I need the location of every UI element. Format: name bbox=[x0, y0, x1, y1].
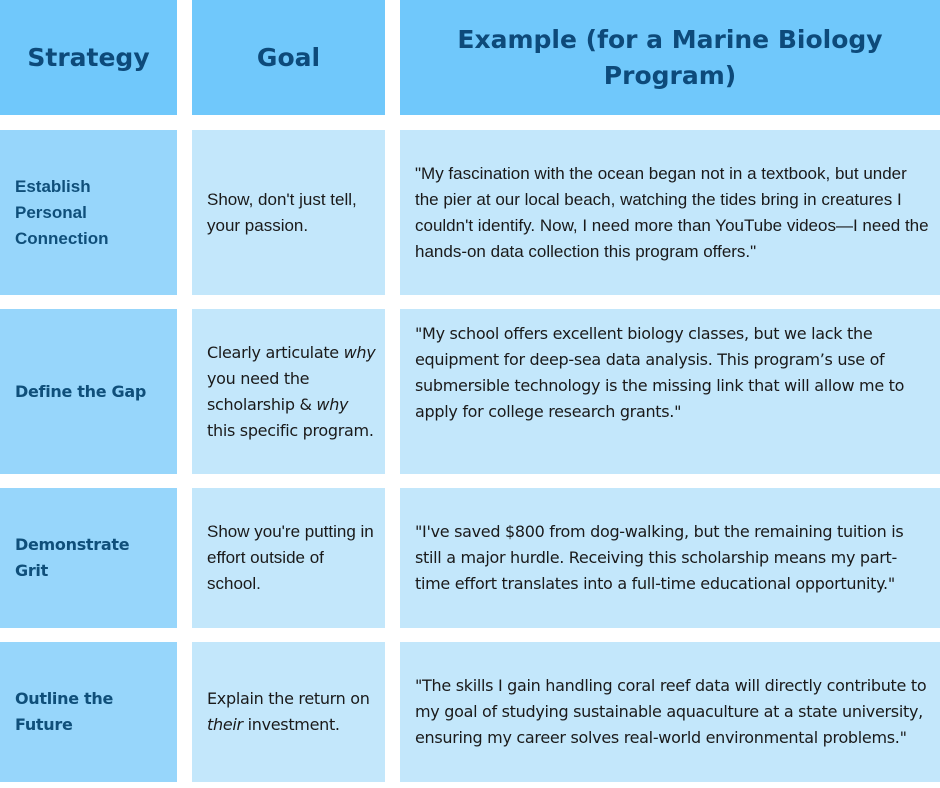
goal-text: Explain the return on their investment. bbox=[207, 689, 370, 734]
strategy-cell: Demonstrate Grit bbox=[0, 488, 177, 628]
example-cell: "My school offers excellent biology clas… bbox=[400, 309, 940, 474]
example-cell: "I've saved $800 from dog-walking, but t… bbox=[400, 488, 940, 628]
goal-text: Show, don't just tell, your passion. bbox=[207, 189, 357, 235]
strategy-cell: Outline the Future bbox=[0, 642, 177, 782]
goal-cell: Show, don't just tell, your passion. bbox=[192, 130, 385, 295]
example-cell: "The skills I gain handling coral reef d… bbox=[400, 642, 940, 782]
strategy-cell: Establish Personal Connection bbox=[0, 130, 177, 295]
goal-cell: Explain the return on their investment. bbox=[192, 642, 385, 782]
goal-cell: Clearly articulate why you need the scho… bbox=[192, 309, 385, 474]
goal-text: Show you're putting in effort outside of… bbox=[207, 522, 374, 593]
header-example: Example (for a Marine Biology Program) bbox=[400, 0, 940, 115]
header-strategy: Strategy bbox=[0, 0, 177, 115]
strategy-cell: Define the Gap bbox=[0, 309, 177, 474]
goal-text: Clearly articulate why you need the scho… bbox=[207, 342, 376, 440]
header-goal: Goal bbox=[192, 0, 385, 115]
example-cell: "My fascination with the ocean began not… bbox=[400, 130, 940, 295]
goal-cell: Show you're putting in effort outside of… bbox=[192, 488, 385, 628]
